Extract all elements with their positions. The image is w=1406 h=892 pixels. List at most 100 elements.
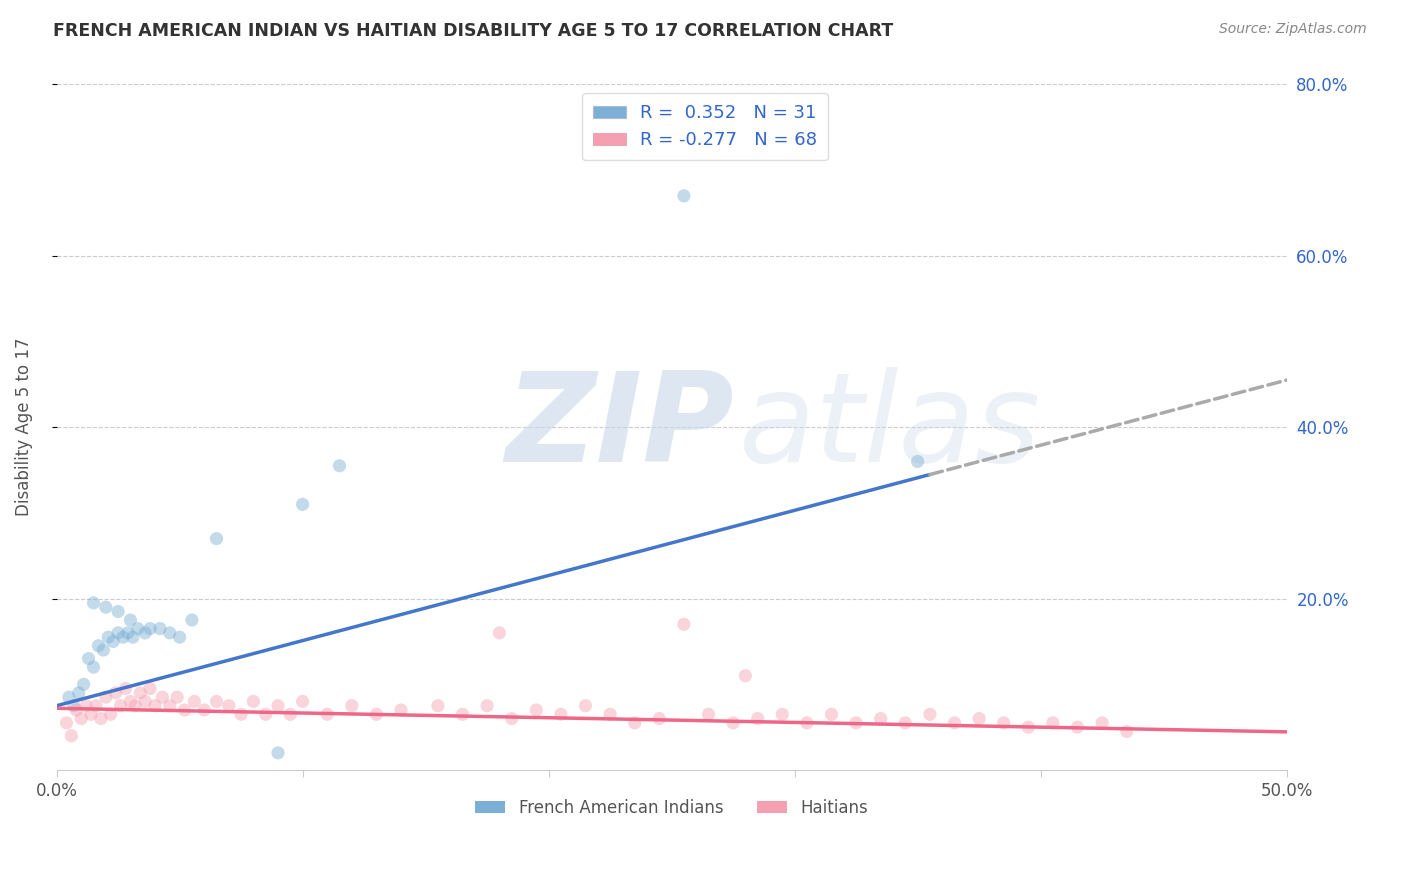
Point: [229, 707, 252, 722]
Point: [159, 698, 181, 713]
Point: [1042, 715, 1064, 730]
Point: [77, 651, 100, 665]
Point: [83, 660, 105, 674]
Point: [328, 458, 350, 473]
Point: [112, 630, 135, 644]
Point: [90, 712, 112, 726]
Text: FRENCH AMERICAN INDIAN VS HAITIAN DISABILITY AGE 5 TO 17 CORRELATION CHART: FRENCH AMERICAN INDIAN VS HAITIAN DISABI…: [53, 22, 894, 40]
Point: [623, 715, 645, 730]
Point: [488, 626, 510, 640]
Text: ZIP: ZIP: [506, 367, 734, 488]
Point: [114, 681, 136, 696]
Point: [107, 604, 129, 618]
Point: [967, 712, 990, 726]
Point: [149, 622, 172, 636]
Point: [70, 712, 93, 726]
Point: [94, 690, 117, 705]
Point: [267, 746, 290, 760]
Text: Source: ZipAtlas.com: Source: ZipAtlas.com: [1219, 22, 1367, 37]
Point: [183, 694, 205, 708]
Point: [127, 622, 149, 636]
Point: [63, 698, 86, 713]
Point: [1115, 724, 1137, 739]
Point: [84, 698, 107, 713]
Point: [166, 690, 188, 705]
Point: [1017, 720, 1039, 734]
Point: [139, 681, 162, 696]
Point: [129, 686, 152, 700]
Point: [291, 694, 314, 708]
Point: [169, 630, 191, 644]
Point: [291, 497, 314, 511]
Point: [501, 712, 523, 726]
Point: [894, 715, 917, 730]
Point: [734, 669, 756, 683]
Point: [316, 707, 339, 722]
Point: [120, 613, 142, 627]
Point: [366, 707, 388, 722]
Point: [60, 729, 83, 743]
Point: [672, 189, 695, 203]
Point: [426, 698, 449, 713]
Point: [103, 634, 125, 648]
Point: [205, 532, 228, 546]
Point: [278, 707, 301, 722]
Point: [389, 703, 412, 717]
Point: [845, 715, 868, 730]
Point: [993, 715, 1015, 730]
Y-axis label: Disability Age 5 to 17: Disability Age 5 to 17: [15, 338, 32, 516]
Point: [65, 703, 87, 717]
Point: [107, 626, 129, 640]
Point: [672, 617, 695, 632]
Point: [340, 698, 363, 713]
Point: [648, 712, 671, 726]
Point: [100, 707, 122, 722]
Point: [134, 626, 156, 640]
Point: [150, 690, 173, 705]
Point: [93, 643, 115, 657]
Point: [80, 707, 103, 722]
Point: [550, 707, 572, 722]
Point: [143, 698, 166, 713]
Point: [58, 690, 80, 705]
Point: [1066, 720, 1088, 734]
Point: [451, 707, 474, 722]
Point: [193, 703, 215, 717]
Point: [205, 694, 228, 708]
Point: [83, 596, 105, 610]
Point: [1091, 715, 1114, 730]
Point: [907, 454, 929, 468]
Point: [180, 613, 202, 627]
Point: [721, 715, 744, 730]
Point: [55, 715, 77, 730]
Point: [267, 698, 290, 713]
Point: [574, 698, 596, 713]
Point: [120, 694, 142, 708]
Legend: French American Indians, Haitians: French American Indians, Haitians: [468, 792, 875, 823]
Point: [770, 707, 793, 722]
Point: [475, 698, 498, 713]
Point: [159, 626, 181, 640]
Point: [97, 630, 120, 644]
Point: [75, 698, 97, 713]
Point: [524, 703, 547, 717]
Point: [943, 715, 966, 730]
Point: [918, 707, 941, 722]
Point: [820, 707, 842, 722]
Point: [747, 712, 769, 726]
Point: [599, 707, 621, 722]
Point: [796, 715, 818, 730]
Point: [110, 698, 132, 713]
Point: [254, 707, 277, 722]
Point: [122, 630, 145, 644]
Text: atlas: atlas: [740, 367, 1042, 488]
Point: [87, 639, 110, 653]
Point: [94, 600, 117, 615]
Point: [124, 698, 146, 713]
Point: [73, 677, 96, 691]
Point: [134, 694, 156, 708]
Point: [139, 622, 162, 636]
Point: [173, 703, 195, 717]
Point: [67, 686, 90, 700]
Point: [697, 707, 720, 722]
